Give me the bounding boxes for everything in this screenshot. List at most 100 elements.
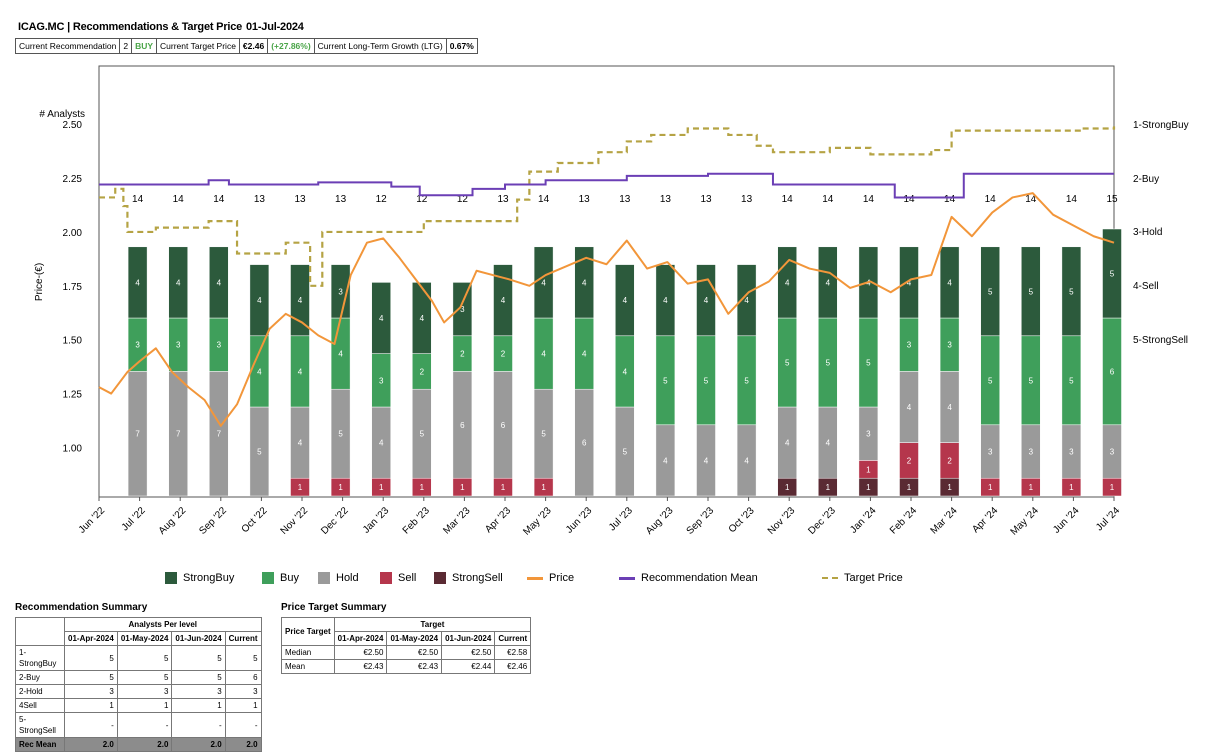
bar-segment-strongbuy bbox=[412, 282, 432, 354]
bar-total-label: 14 bbox=[822, 194, 834, 205]
report-date: 01-Jul-2024 bbox=[246, 21, 304, 33]
x-tick-label: Jun '23 bbox=[564, 505, 595, 536]
rec-summary-cell: 3 bbox=[224, 684, 262, 699]
bar-segment-label: 4 bbox=[298, 367, 303, 376]
bar-segment-label: 1 bbox=[947, 483, 952, 492]
rec-summary-cell: 1 bbox=[224, 698, 262, 713]
bar-segment-strongbuy bbox=[209, 246, 229, 319]
bar-segment-strongbuy bbox=[899, 246, 919, 319]
bar-segment-strongbuy bbox=[818, 246, 838, 319]
bar-segment-label: 3 bbox=[379, 376, 384, 385]
chart-legend: StrongBuy Buy Hold Sell StrongSell Price… bbox=[0, 572, 1208, 590]
bar-segment-label: 1 bbox=[501, 483, 506, 492]
rec-summary-row-label: Rec Mean bbox=[15, 737, 65, 752]
bar-segment-label: 1 bbox=[541, 483, 546, 492]
price-summary-row: Mean €2.43 €2.43 €2.44 €2.46 bbox=[281, 659, 532, 674]
x-tick-label: May '23 bbox=[521, 505, 554, 538]
title-text: ICAG.MC | Recommendations & Target Price bbox=[18, 21, 243, 33]
bar-segment-label: 4 bbox=[582, 278, 587, 287]
rec-summary-row: 2-Buy 5 5 5 6 bbox=[15, 670, 262, 685]
rec-summary-cell: 2.0 bbox=[224, 737, 262, 752]
x-tick-label: Sep '22 bbox=[197, 505, 229, 537]
price-summary-cell: €2.58 bbox=[494, 645, 532, 660]
rec-summary-row-label: 5-StrongSell bbox=[15, 712, 65, 738]
bar-segment-label: 5 bbox=[1069, 376, 1074, 385]
x-tick-label: Jul '22 bbox=[120, 505, 148, 533]
price-summary-cell: €2.50 bbox=[333, 645, 388, 660]
y-tick-label: 1.75 bbox=[63, 282, 83, 293]
bar-segment-label: 4 bbox=[257, 367, 262, 376]
bar-segment-label: 4 bbox=[704, 296, 709, 305]
bar-total-label: 13 bbox=[619, 194, 631, 205]
bar-segment-label: 5 bbox=[1110, 270, 1115, 279]
rec-summary-cell: - bbox=[224, 712, 262, 738]
price-line bbox=[98, 192, 1115, 427]
current-recommendation-label: Current Recommendation bbox=[16, 39, 121, 53]
x-tick-label: Aug '22 bbox=[157, 505, 189, 537]
bar-segment-label: 5 bbox=[744, 376, 749, 385]
bar-segment-strongbuy bbox=[574, 246, 594, 319]
bar-segment-strongbuy bbox=[1021, 246, 1041, 337]
x-tick-label: Jan '24 bbox=[848, 505, 879, 536]
bar-total-label: 14 bbox=[782, 194, 794, 205]
rec-summary-row: 5-StrongSell - - - - bbox=[15, 712, 262, 738]
bar-segment-label: 4 bbox=[541, 278, 546, 287]
bar-segment-strongbuy bbox=[777, 246, 797, 319]
bar-segment-label: 1 bbox=[988, 483, 993, 492]
bar-segment-label: 4 bbox=[176, 278, 181, 287]
bar-segment-label: 4 bbox=[907, 403, 912, 412]
price-summary-cell: €2.43 bbox=[386, 659, 443, 674]
bar-total-label: 13 bbox=[335, 194, 347, 205]
right-axis-label: 5-StrongSell bbox=[1133, 335, 1188, 346]
rec-summary-cell: 2.0 bbox=[116, 737, 173, 752]
bar-segment-label: 4 bbox=[907, 278, 912, 287]
rec-summary-row-label: 4Sell bbox=[15, 698, 65, 713]
bar-segment-label: 3 bbox=[1029, 448, 1034, 457]
bar-segment-label: 3 bbox=[135, 341, 140, 350]
rec-summary-cell: 3 bbox=[116, 684, 173, 699]
bar-segment-strongbuy bbox=[615, 264, 635, 337]
current-target-change: (+27.86%) bbox=[268, 39, 315, 53]
bar-total-label: 12 bbox=[416, 194, 428, 205]
legend-strongbuy: StrongBuy bbox=[165, 572, 234, 584]
y-axis-title: # Analysts bbox=[39, 109, 85, 120]
rec-summary-row: 4Sell 1 1 1 1 bbox=[15, 698, 262, 713]
price-summary-cell: €2.46 bbox=[494, 659, 532, 674]
x-tick-label: Nov '23 bbox=[766, 505, 798, 537]
bar-segment-label: 6 bbox=[1110, 367, 1115, 376]
bar-total-label: 14 bbox=[1066, 194, 1078, 205]
bar-segment-label: 5 bbox=[663, 376, 668, 385]
bar-total-label: 13 bbox=[741, 194, 753, 205]
bar-segment-label: 4 bbox=[947, 278, 952, 287]
bar-segment-label: 6 bbox=[582, 439, 587, 448]
rec-summary-cell: - bbox=[64, 712, 118, 738]
bar-segment-label: 4 bbox=[541, 350, 546, 359]
bar-segment-label: 5 bbox=[623, 448, 628, 457]
bar-segment-label: 1 bbox=[826, 483, 831, 492]
bar-segment-label: 5 bbox=[988, 287, 993, 296]
bar-segment-label: 5 bbox=[541, 430, 546, 439]
bar-segment-label: 6 bbox=[460, 421, 465, 430]
price-summary-row-label: Median bbox=[281, 645, 335, 660]
bar-segment-label: 2 bbox=[947, 456, 952, 465]
rec-summary-cell: 5 bbox=[116, 670, 173, 685]
bar-segment-label: 1 bbox=[907, 483, 912, 492]
summary-info-bar: Current Recommendation 2 BUY Current Tar… bbox=[15, 38, 478, 54]
legend-sell: Sell bbox=[380, 572, 416, 584]
rec-summary-cell: 1 bbox=[171, 698, 226, 713]
bar-segment-label: 3 bbox=[460, 305, 465, 314]
bar-segment-label: 5 bbox=[704, 376, 709, 385]
legend-target-price: Target Price bbox=[822, 572, 903, 584]
rec-summary-cell: 5 bbox=[64, 645, 118, 671]
price-summary-title: Price Target Summary bbox=[281, 602, 387, 613]
bar-segment-strongbuy bbox=[736, 264, 757, 337]
rec-summary-cell: 1 bbox=[116, 698, 173, 713]
price-summary-row: Median €2.50 €2.50 €2.50 €2.58 bbox=[281, 645, 532, 660]
bar-segment-label: 1 bbox=[1029, 483, 1034, 492]
legend-strongsell: StrongSell bbox=[434, 572, 503, 584]
bar-segment-label: 5 bbox=[257, 448, 262, 457]
bar-total-label: 14 bbox=[538, 194, 550, 205]
bar-segment-strongbuy bbox=[371, 282, 391, 354]
bar-total-label: 13 bbox=[579, 194, 591, 205]
bar-total-label: 14 bbox=[985, 194, 997, 205]
